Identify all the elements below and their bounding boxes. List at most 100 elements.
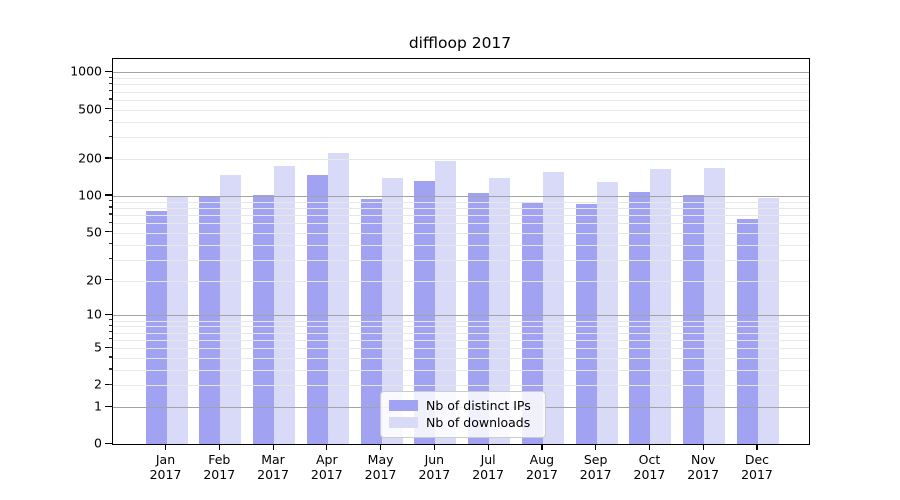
bar-downloads (274, 166, 296, 444)
y-tick-mark (105, 70, 112, 73)
y-minor-tick-mark (109, 383, 112, 386)
y-tick-label: 1000 (70, 63, 102, 79)
y-tick-label: 10 (86, 306, 102, 322)
minor-gridline (113, 332, 809, 334)
minor-gridline (113, 357, 809, 359)
bar-downloads (650, 169, 672, 444)
y-minor-tick-mark (109, 331, 112, 333)
plot-area (112, 58, 810, 445)
major-gridline (113, 195, 809, 197)
y-tick-mark (105, 108, 112, 110)
major-gridline (113, 72, 809, 74)
y-minor-tick-mark (109, 98, 112, 100)
bar-downloads (542, 171, 564, 444)
y-tick-mark (105, 194, 112, 196)
y-tick-mark (105, 346, 112, 348)
minor-gridline (113, 84, 809, 86)
bar-downloads (596, 181, 618, 444)
bar-distinct-ips (575, 204, 597, 444)
bar-downloads (704, 168, 726, 444)
minor-gridline (113, 244, 809, 246)
y-minor-tick-mark (109, 346, 112, 348)
bar-downloads (381, 177, 403, 444)
y-minor-tick-mark (109, 368, 112, 370)
y-minor-tick-mark (109, 324, 112, 326)
legend-label-distinct-ips: Nb of distinct IPs (426, 398, 531, 413)
y-tick-label: 2 (94, 376, 102, 392)
bar-distinct-ips (736, 218, 758, 444)
minor-gridline (113, 280, 809, 282)
x-tick-label: Jan 2017 (149, 452, 182, 482)
x-tick-mark (272, 443, 274, 450)
y-tick-label: 20 (86, 272, 102, 288)
minor-gridline (113, 214, 809, 216)
bar-downloads (435, 160, 457, 444)
x-tick-label: Aug 2017 (525, 452, 558, 482)
minor-gridline (113, 348, 809, 349)
bar-distinct-ips (683, 195, 705, 444)
bar-distinct-ips (521, 202, 543, 444)
y-minor-tick-mark (109, 319, 112, 321)
x-tick-label: Oct 2017 (633, 452, 666, 482)
legend-swatch-downloads (389, 417, 418, 428)
bar-distinct-ips (468, 192, 490, 444)
bar-distinct-ips (414, 181, 436, 444)
legend: Nb of distinct IPs Nb of downloads (380, 391, 546, 438)
bar-distinct-ips (199, 195, 221, 444)
minor-gridline (113, 158, 809, 160)
minor-gridline (113, 207, 809, 209)
y-minor-tick-mark (109, 243, 112, 245)
minor-gridline (113, 369, 809, 371)
x-tick-mark (165, 443, 167, 450)
y-tick-label: 100 (78, 187, 102, 203)
x-tick-label: Sep 2017 (579, 452, 612, 482)
x-tick-label: Mar 2017 (257, 452, 289, 482)
x-tick-label: Feb 2017 (203, 452, 236, 482)
y-tick-mark (105, 405, 112, 407)
x-tick-mark (326, 443, 328, 450)
x-tick-mark (648, 443, 651, 450)
y-tick-label: 50 (86, 224, 102, 240)
legend-row-downloads: Nb of downloads (389, 414, 537, 431)
y-minor-tick-mark (109, 76, 112, 78)
y-minor-tick-mark (109, 157, 112, 159)
y-minor-tick-mark (109, 90, 112, 92)
minor-gridline (113, 99, 809, 101)
x-tick-mark (756, 443, 758, 450)
y-minor-tick-mark (109, 206, 112, 208)
minor-gridline (113, 137, 809, 139)
y-tick-label: 500 (78, 101, 102, 117)
y-tick-mark (105, 231, 112, 233)
bar-distinct-ips (306, 175, 328, 444)
minor-gridline (113, 91, 809, 93)
y-minor-tick-mark (109, 231, 112, 233)
y-minor-tick-mark (109, 120, 112, 122)
legend-label-downloads: Nb of downloads (426, 415, 531, 430)
minor-gridline (113, 259, 809, 261)
minor-gridline (113, 78, 809, 80)
bar-distinct-ips (253, 195, 275, 444)
y-minor-tick-mark (109, 213, 112, 215)
minor-gridline (113, 339, 809, 341)
minor-gridline (113, 109, 809, 111)
y-tick-label: 5 (94, 339, 102, 355)
bar-downloads (166, 195, 188, 444)
y-tick-mark (105, 157, 112, 159)
x-tick-label: Nov 2017 (687, 452, 720, 482)
minor-gridline (113, 385, 809, 387)
y-tick-mark (105, 383, 112, 386)
x-tick-label: Apr 2017 (310, 452, 343, 482)
major-gridline (113, 315, 809, 317)
x-tick-mark (702, 443, 704, 450)
x-tick-mark (433, 443, 436, 450)
legend-swatch-distinct-ips (389, 400, 418, 411)
y-tick-label: 200 (78, 150, 102, 166)
minor-gridline (113, 326, 809, 328)
x-tick-label: Dec 2017 (741, 452, 773, 482)
x-tick-mark (380, 443, 382, 450)
legend-row-distinct-ips: Nb of distinct IPs (389, 397, 537, 414)
y-tick-mark (105, 279, 112, 281)
y-minor-tick-mark (109, 200, 112, 202)
y-minor-tick-mark (109, 135, 112, 137)
